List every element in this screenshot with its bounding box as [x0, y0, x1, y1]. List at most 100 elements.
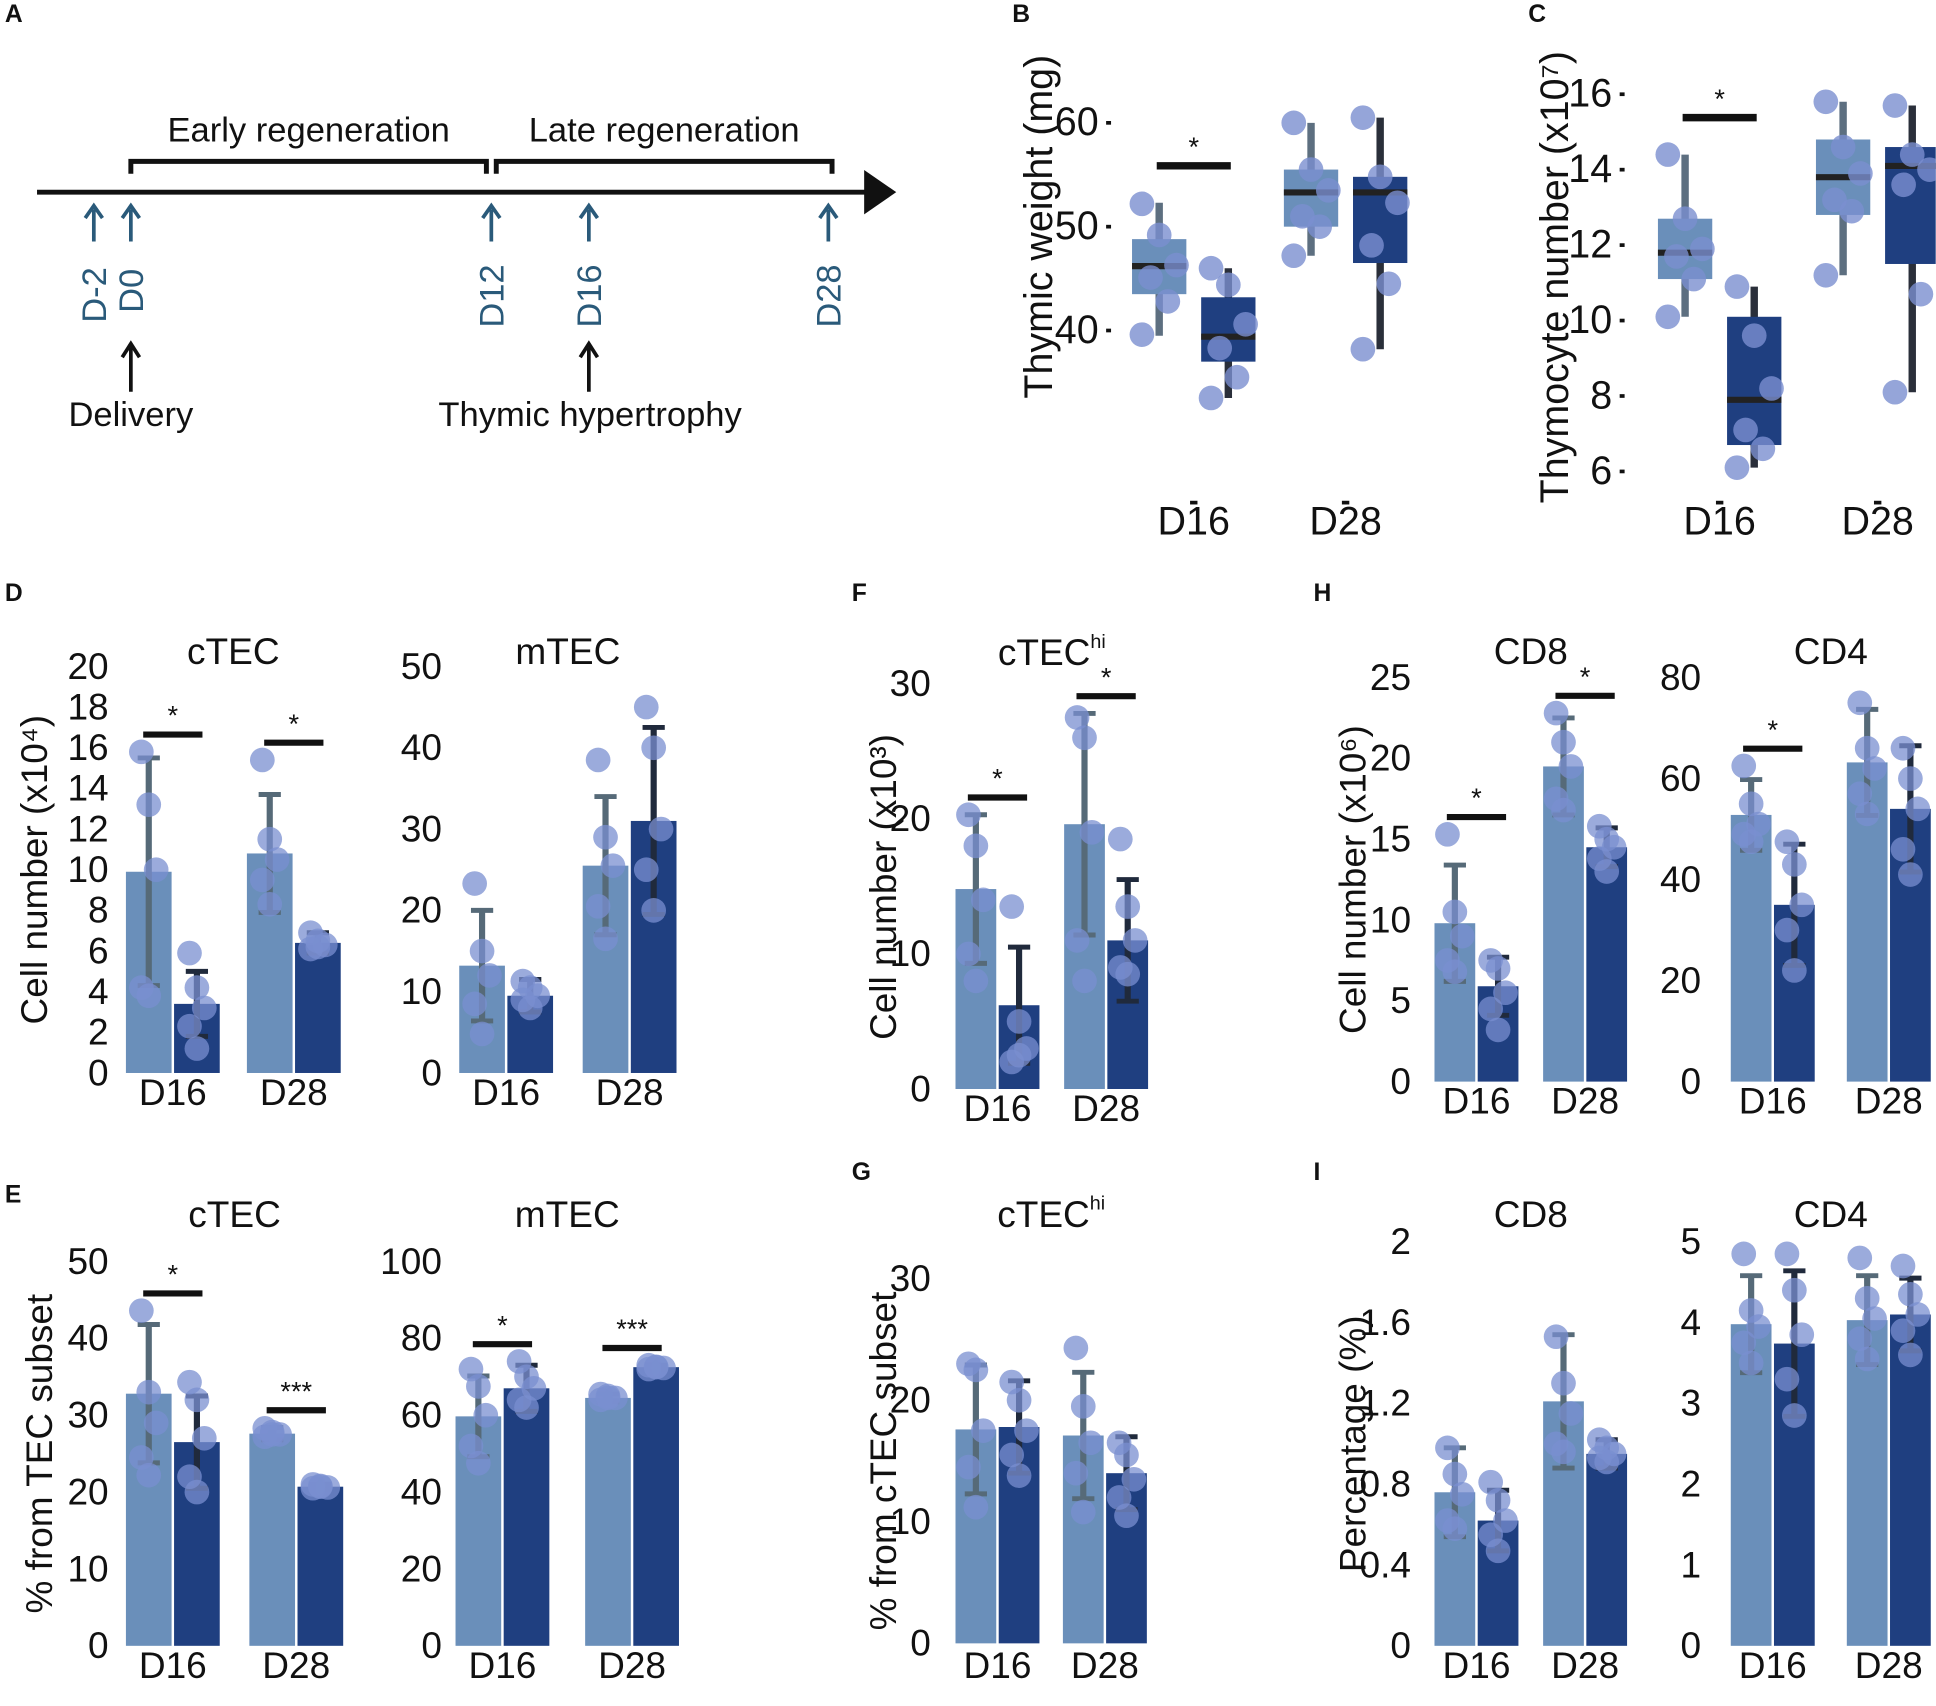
data-point	[1014, 1418, 1039, 1443]
data-point	[1782, 1403, 1807, 1428]
data-point	[643, 1354, 669, 1380]
y-tick-label: 100	[380, 1241, 442, 1282]
data-point	[1435, 822, 1460, 847]
significance-marker: ***	[280, 1375, 312, 1406]
thymocyte-number-boxplot: 6 8 10 12 14 16 D16 D28 Thymocyte number (x10⁷) *	[1533, 51, 1936, 544]
significance-marker: *	[1471, 782, 1482, 813]
data-point	[1899, 142, 1925, 167]
x-tick-label: D28	[262, 1645, 330, 1686]
data-point	[1063, 1335, 1089, 1361]
bar	[297, 1486, 344, 1646]
y-tick-label: 80	[401, 1318, 442, 1359]
significance-marker: *	[289, 708, 300, 739]
data-point	[1854, 735, 1880, 761]
data-point	[184, 1387, 210, 1413]
y-tick-label: 30	[67, 1395, 108, 1436]
data-point	[184, 975, 210, 1000]
chart-title: mTEC	[515, 1194, 620, 1235]
y-tick-label: 1.6	[1360, 1302, 1411, 1343]
timepoint-d0: D0	[113, 269, 151, 313]
data-point	[1485, 1488, 1511, 1513]
bar	[1586, 847, 1628, 1082]
data-point	[136, 1379, 162, 1405]
data-point	[1738, 791, 1764, 817]
data-point	[1847, 1326, 1873, 1352]
y-tick-label: 12	[67, 808, 108, 849]
chart-title: cTEC	[187, 631, 280, 672]
data-point	[593, 824, 618, 850]
data-point	[1114, 1503, 1139, 1529]
data-point	[1485, 1538, 1511, 1564]
data-point	[1070, 1394, 1096, 1419]
x-tick-label: D28	[260, 1072, 328, 1113]
data-point	[143, 857, 169, 883]
y-tick-label: 5	[1390, 980, 1411, 1021]
data-point	[1898, 862, 1923, 887]
data-point	[1551, 729, 1576, 755]
y-axis-label: % from TEC subset	[19, 1294, 60, 1614]
x-tick-label: D16	[1739, 1081, 1807, 1122]
data-point	[136, 792, 162, 817]
data-point	[1890, 1318, 1916, 1343]
data-point	[1731, 753, 1757, 779]
timepoint-arrows	[83, 202, 839, 242]
data-point	[184, 1479, 210, 1505]
data-point	[1072, 968, 1097, 994]
data-point	[1731, 1330, 1757, 1356]
data-point	[1655, 304, 1681, 330]
data-point	[1774, 917, 1800, 943]
data-point	[956, 1454, 981, 1480]
data-point	[1905, 1302, 1931, 1327]
data-point	[1233, 311, 1258, 337]
y-tick-label: 10	[890, 933, 931, 974]
data-point	[129, 1298, 154, 1323]
data-point	[1655, 142, 1681, 167]
data-point	[1442, 1461, 1468, 1487]
data-point	[956, 802, 981, 828]
data-point	[1385, 190, 1410, 216]
data-point	[1224, 364, 1250, 390]
data-point	[1006, 1463, 1032, 1488]
bar	[1730, 814, 1772, 1082]
x-tick-label: D28	[1309, 500, 1381, 544]
data-point	[1442, 959, 1468, 985]
data-point	[1442, 899, 1468, 925]
y-tick-label: 0	[421, 1625, 442, 1666]
y-tick-label: 0.4	[1360, 1544, 1411, 1585]
panel-label-c: C	[1528, 1, 1546, 28]
data-point	[1551, 1439, 1576, 1465]
cd8-cell-number-chart: 0 5 10 15 20 25 D16 D28 Cell number (x10⁶) CD8 * *	[1332, 631, 1628, 1122]
y-tick-label: 14	[67, 768, 108, 809]
y-tick-label: 8	[88, 890, 109, 931]
y-tick-label: 18	[67, 686, 108, 727]
cd4-percentage-chart: 0 1 2 3 4 5 D16 D28 CD4	[1681, 1194, 1931, 1686]
y-tick-label: 1.2	[1360, 1383, 1411, 1424]
chart-title: CD8	[1494, 1194, 1568, 1235]
data-point	[1078, 1430, 1104, 1456]
data-point	[593, 926, 618, 952]
data-point	[473, 1402, 499, 1428]
data-point	[1854, 1346, 1880, 1372]
data-point	[264, 847, 290, 872]
data-point	[1774, 1366, 1800, 1392]
chart-title: mTEC	[515, 631, 620, 672]
y-tick-label: 6	[88, 930, 109, 971]
y-tick-label: 0	[1390, 1061, 1411, 1102]
data-point	[1672, 206, 1698, 232]
data-point	[1774, 1241, 1800, 1267]
data-point	[1114, 1442, 1139, 1468]
hypertrophy-arrow	[578, 340, 600, 392]
data-point	[1485, 956, 1511, 981]
data-point	[1862, 756, 1887, 781]
y-tick-label: 10	[890, 1501, 931, 1542]
data-point	[514, 1395, 539, 1420]
data-point	[1690, 236, 1715, 262]
cd4-cell-number-chart: 0 20 40 60 80 D16 D28 CD4 *	[1660, 631, 1931, 1122]
data-point	[1782, 1277, 1807, 1303]
data-point	[1882, 93, 1908, 118]
data-point	[641, 735, 667, 761]
x-tick-label: D16	[964, 1088, 1032, 1129]
y-tick-label: 30	[401, 808, 442, 849]
